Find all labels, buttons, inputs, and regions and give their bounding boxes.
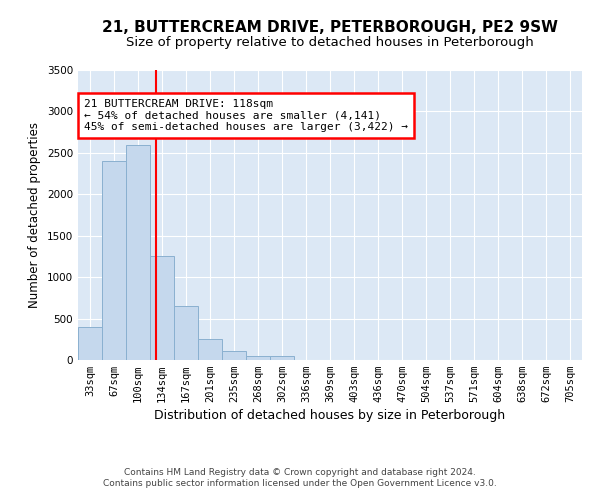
Bar <box>78 327 102 360</box>
Text: Size of property relative to detached houses in Peterborough: Size of property relative to detached ho… <box>126 36 534 49</box>
Bar <box>198 339 222 360</box>
Bar <box>102 161 126 360</box>
Bar <box>150 256 174 360</box>
Bar <box>126 144 150 360</box>
Text: Contains HM Land Registry data © Crown copyright and database right 2024.
Contai: Contains HM Land Registry data © Crown c… <box>103 468 497 487</box>
Text: 21 BUTTERCREAM DRIVE: 118sqm
← 54% of detached houses are smaller (4,141)
45% of: 21 BUTTERCREAM DRIVE: 118sqm ← 54% of de… <box>84 99 408 132</box>
X-axis label: Distribution of detached houses by size in Peterborough: Distribution of detached houses by size … <box>154 410 506 422</box>
Bar <box>222 352 246 360</box>
Text: 21, BUTTERCREAM DRIVE, PETERBOROUGH, PE2 9SW: 21, BUTTERCREAM DRIVE, PETERBOROUGH, PE2… <box>102 20 558 35</box>
Y-axis label: Number of detached properties: Number of detached properties <box>28 122 41 308</box>
Bar <box>270 356 294 360</box>
Bar <box>246 356 270 360</box>
Bar <box>174 306 198 360</box>
